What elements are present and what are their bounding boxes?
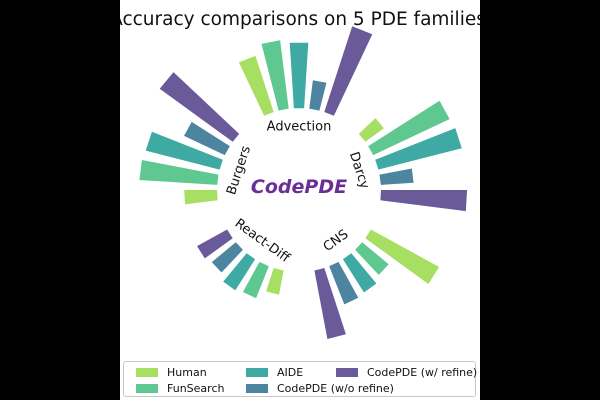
legend-swatch-codepde-w-refine	[336, 367, 358, 377]
radial-bar-chart: Accuracy comparisons on 5 PDE families A…	[120, 9, 480, 339]
bar-darcy-human	[358, 118, 384, 142]
category-label-advection: Advection	[267, 120, 332, 135]
legend-item-codepde-wo-refine: CodePDE (w/o refine)	[246, 381, 394, 395]
bar-react-diff-human	[266, 268, 284, 295]
bar-darcy-funsearch	[368, 100, 450, 156]
bar-react-diff-codepde-w-o-refine	[211, 242, 243, 273]
bar-cns-aide	[342, 253, 377, 293]
bars-layer	[139, 26, 468, 339]
center-label: CodePDE	[251, 176, 347, 198]
bar-advection-codepde-w-refine	[324, 26, 373, 116]
bar-burgers-human	[184, 190, 218, 205]
bar-darcy-codepde-w-o-refine	[379, 168, 414, 185]
legend-item-aide: AIDE	[246, 365, 303, 379]
bar-cns-funsearch	[355, 242, 389, 275]
bar-react-diff-aide	[223, 253, 256, 291]
bar-cns-codepde-w-refine	[314, 268, 346, 339]
legend-swatch-codepde-wo-refine	[246, 383, 268, 393]
legend-item-funsearch: FunSearch	[136, 381, 224, 395]
bar-burgers-aide	[145, 131, 223, 170]
bar-burgers-codepde-w-o-refine	[184, 121, 230, 156]
legend-swatch-funsearch	[136, 383, 158, 393]
category-label-cns: CNS	[321, 227, 352, 255]
bar-darcy-aide	[375, 128, 462, 170]
bar-darcy-codepde-w-refine	[380, 190, 468, 212]
bar-burgers-codepde-w-refine	[159, 72, 240, 142]
bar-advection-human	[238, 55, 274, 116]
category-label-burgers: Burgers	[224, 144, 254, 197]
chart-figure: Accuracy comparisons on 5 PDE families A…	[120, 0, 480, 400]
bar-react-diff-funsearch	[242, 261, 269, 299]
legend-label: CodePDE (w/o refine)	[277, 381, 394, 395]
legend-swatch-human	[136, 367, 158, 377]
bar-advection-codepde-w-o-refine	[309, 80, 327, 111]
bar-advection-funsearch	[261, 40, 289, 111]
legend-label: AIDE	[277, 365, 304, 379]
legend-label: CodePDE (w/ refine)	[367, 365, 478, 379]
bar-burgers-funsearch	[139, 160, 219, 185]
chart-title: Accuracy comparisons on 5 PDE families	[120, 9, 480, 30]
legend: Human FunSearch AIDE CodePDE (w/o refine…	[123, 361, 477, 397]
bar-cns-human	[365, 229, 440, 284]
legend-label: FunSearch	[167, 381, 225, 395]
bar-advection-aide	[289, 42, 309, 109]
legend-label: Human	[167, 365, 207, 379]
legend-item-codepde-w-refine: CodePDE (w/ refine)	[336, 365, 477, 379]
legend-item-human: Human	[136, 365, 207, 379]
category-label-react-diff: React-Diff	[232, 216, 293, 266]
bar-react-diff-codepde-w-refine	[197, 229, 233, 259]
category-label-darcy: Darcy	[346, 150, 372, 191]
bar-cns-codepde-w-o-refine	[329, 261, 359, 305]
legend-swatch-aide	[246, 367, 268, 377]
